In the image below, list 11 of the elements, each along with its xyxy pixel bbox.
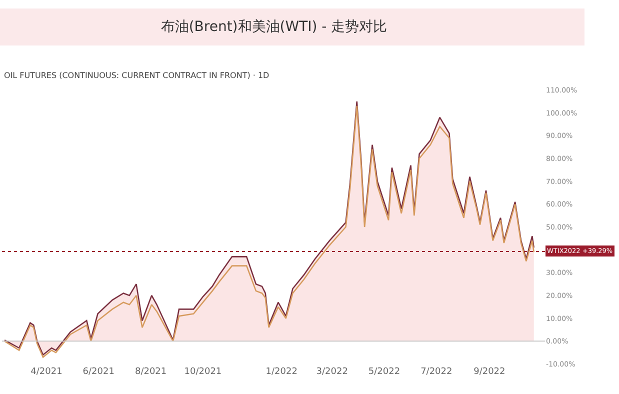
x-tick-label: 10/2021 [184, 367, 222, 377]
chart-title: 布油(Brent)和美油(WTI) - 走势对比 [160, 19, 388, 35]
x-tick-label: 3/2022 [316, 367, 348, 377]
x-tick-label: 5/2022 [368, 367, 400, 377]
chart-subtitle: OIL FUTURES (CONTINUOUS: CURRENT CONTRACT IN FRONT) · 1D [4, 71, 270, 80]
x-tick-label: 7/2022 [420, 367, 452, 377]
x-tick-label: 9/2022 [474, 367, 506, 377]
x-tick-label: 4/2021 [30, 367, 62, 377]
x-tick-label: 6/2021 [82, 367, 114, 377]
x-tick-label: 1/2022 [266, 367, 298, 377]
x-tick-label: 8/2021 [134, 367, 167, 377]
